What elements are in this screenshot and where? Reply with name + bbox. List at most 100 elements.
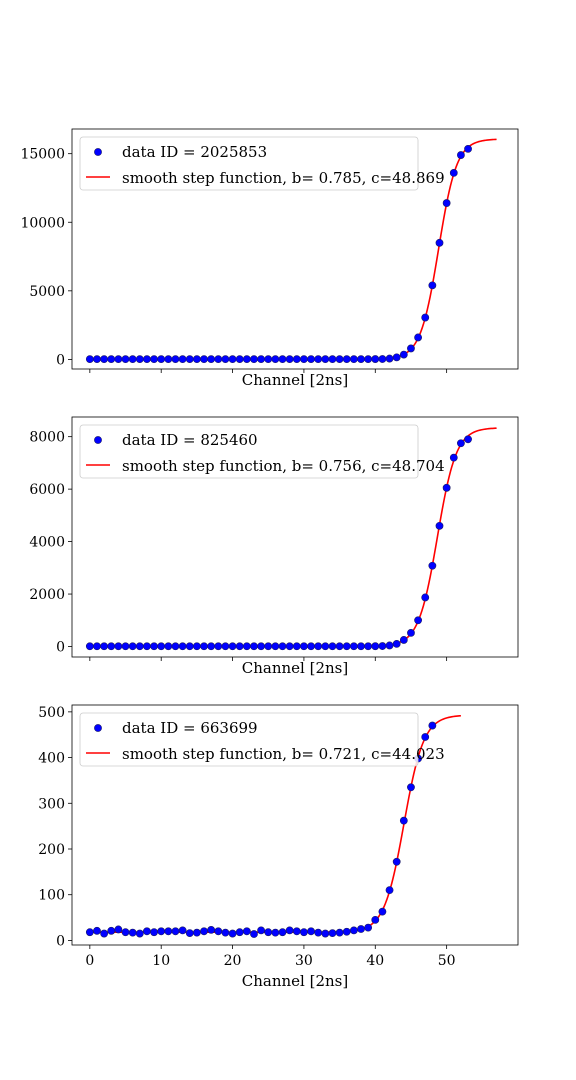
- data-point: [242, 642, 251, 651]
- data-point: [121, 355, 130, 364]
- data-point: [235, 642, 244, 651]
- data-point: [392, 857, 401, 866]
- data-point: [157, 642, 166, 651]
- y-tick-label: 8000: [29, 430, 65, 446]
- legend-label-fit: smooth step function, b= 0.756, c=48.704: [122, 457, 445, 475]
- subplot-1: 0 5000 10000 15000 Channel [2ns] data ID = 20…: [20, 128, 519, 389]
- data-point: [85, 355, 94, 364]
- data-point: [271, 928, 280, 937]
- y-tick-label: 500: [38, 705, 65, 721]
- data-point: [449, 168, 458, 177]
- data-point: [157, 927, 166, 936]
- x-axis-label: Channel [2ns]: [242, 371, 348, 389]
- data-point: [171, 355, 180, 364]
- data-point: [114, 642, 123, 651]
- data-point: [264, 928, 273, 937]
- legend-box: [79, 424, 419, 479]
- data-point: [228, 929, 237, 938]
- data-point: [214, 642, 223, 651]
- data-point: [121, 928, 130, 937]
- data-point: [114, 925, 123, 934]
- data-point: [421, 593, 430, 602]
- data-point: [435, 238, 444, 247]
- plot-area-3: [85, 714, 461, 938]
- data-point: [85, 928, 94, 937]
- data-point: [414, 333, 422, 342]
- subplot-3: 0 100 200 300 400 500 0 10 20 30 40 50 Channel [2ns]…: [38, 704, 519, 990]
- data-point: [457, 151, 465, 159]
- data-point: [200, 355, 208, 364]
- x-tick-label: 0: [85, 953, 94, 969]
- data-point: [93, 926, 101, 935]
- legend-marker-points: [94, 148, 102, 156]
- data-point: [257, 926, 265, 935]
- data-point: [207, 355, 216, 364]
- data-point: [399, 816, 408, 825]
- data-point: [407, 344, 415, 353]
- data-point: [457, 439, 465, 448]
- data-point: [143, 642, 151, 651]
- data-point: [285, 642, 294, 651]
- legend-label-points: data ID = 663699: [122, 719, 258, 737]
- y-tick-label: 0: [56, 933, 65, 949]
- data-point: [257, 355, 265, 364]
- data-point: [292, 642, 301, 651]
- y-tick-label: 0: [56, 352, 65, 368]
- data-point: [278, 928, 287, 937]
- data-point: [121, 642, 130, 651]
- plot-area-1: [85, 138, 497, 364]
- legend-marker-points: [94, 436, 102, 444]
- data-point: [307, 642, 315, 651]
- data-point: [271, 642, 280, 651]
- x-tick-label: 30: [295, 953, 313, 969]
- y-tick-label: 6000: [29, 482, 65, 498]
- data-point: [307, 355, 315, 364]
- data-point: [100, 355, 109, 364]
- data-point: [328, 355, 337, 364]
- data-point: [271, 355, 280, 364]
- data-point: [300, 355, 308, 364]
- data-point: [392, 639, 401, 648]
- y-tick-label: 10000: [20, 215, 65, 231]
- data-point: [314, 642, 323, 651]
- data-point: [157, 355, 166, 364]
- data-point: [171, 642, 180, 651]
- data-point: [185, 642, 194, 651]
- data-point: [278, 642, 287, 651]
- data-point: [128, 355, 137, 364]
- data-point: [235, 928, 244, 937]
- data-point: [385, 886, 394, 895]
- data-point: [264, 642, 273, 651]
- data-point: [442, 199, 451, 207]
- data-point: [357, 925, 365, 933]
- data-point: [100, 642, 109, 651]
- data-point: [128, 642, 137, 651]
- data-point: [342, 355, 351, 364]
- data-point: [449, 453, 458, 462]
- data-point: [242, 927, 251, 936]
- data-point: [250, 642, 258, 651]
- data-point: [114, 355, 123, 364]
- data-point: [171, 927, 180, 936]
- data-point: [221, 355, 230, 364]
- data-point: [228, 355, 237, 364]
- data-point: [385, 354, 394, 363]
- data-point: [128, 928, 137, 937]
- axes-frame: [71, 128, 519, 370]
- data-point: [93, 642, 101, 651]
- data-point: [321, 929, 330, 938]
- data-point: [135, 642, 144, 651]
- data-point: [107, 642, 116, 651]
- y-tick-label: 300: [38, 796, 65, 812]
- data-point: [378, 907, 387, 916]
- data-point: [150, 928, 158, 937]
- data-point: [192, 355, 201, 364]
- legend-label-fit: smooth step function, b= 0.721, c=44.023: [122, 745, 445, 763]
- data-point: [264, 355, 273, 364]
- data-point: [221, 928, 230, 937]
- data-point: [428, 561, 437, 570]
- data-point: [349, 642, 358, 651]
- data-point: [421, 733, 430, 741]
- legend: data ID = 2025853 smooth step function, b…: [79, 136, 445, 191]
- data-point: [292, 355, 301, 364]
